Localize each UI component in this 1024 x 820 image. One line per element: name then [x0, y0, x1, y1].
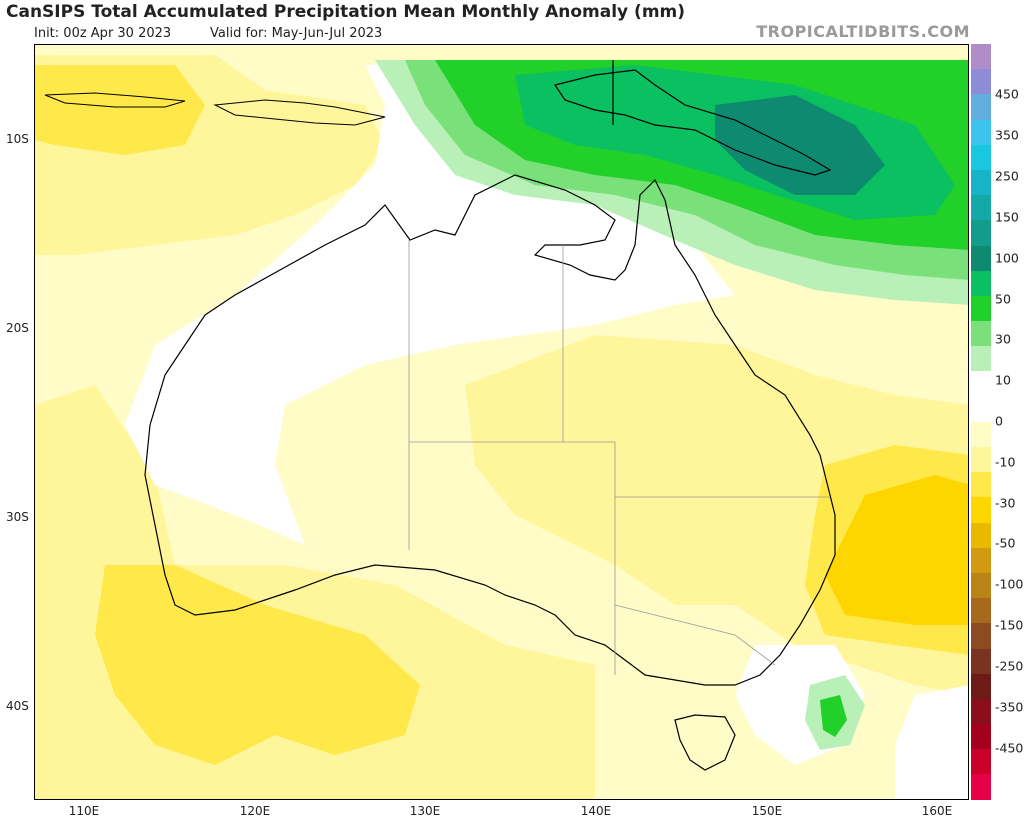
colorbar-tick-label: -30	[995, 495, 1016, 511]
colorbar-swatch	[971, 472, 991, 498]
colorbar-tick-label: -150	[995, 617, 1024, 633]
colorbar-swatch	[971, 421, 991, 447]
lat-label: 40S	[6, 699, 29, 713]
lon-label: 120E	[239, 804, 271, 818]
colorbar-swatch	[971, 169, 991, 196]
chart-title: CanSIPS Total Accumulated Precipitation …	[6, 2, 686, 22]
colorbar-tick-label: 150	[995, 209, 1019, 225]
colorbar-tick-label: 0	[995, 413, 1003, 429]
lat-label: 30S	[6, 510, 29, 524]
lesser-sunda-islands	[213, 99, 386, 126]
colorbar-swatch	[971, 245, 991, 271]
colorbar-swatch	[971, 497, 991, 523]
colorbar-swatch	[971, 648, 991, 674]
colorbar-swatch	[971, 295, 991, 322]
colorbar-swatch	[971, 270, 991, 296]
lat-label: 10S	[6, 132, 29, 146]
colorbar-swatch	[971, 749, 991, 775]
colorbar-swatch	[971, 220, 991, 246]
dry-region-indonesia	[35, 65, 205, 155]
colorbar-swatch	[971, 195, 991, 221]
colorbar-tick-label: -100	[995, 576, 1024, 592]
lon-label: 110E	[68, 804, 100, 818]
neutral-region-south-east	[895, 685, 968, 799]
lon-label: 160E	[921, 804, 953, 818]
colorbar-swatch	[971, 119, 991, 145]
colorbar-swatch	[971, 44, 991, 70]
colorbar-swatch	[971, 698, 991, 725]
colorbar-tick-label: 10	[995, 372, 1011, 388]
colorbar-tick-label: 350	[995, 127, 1019, 143]
colorbar-swatch	[971, 522, 991, 548]
site-brand[interactable]: TROPICALTIDBITS.COM	[756, 22, 970, 41]
colorbar-swatch	[971, 774, 991, 800]
colorbar-swatch	[971, 572, 991, 599]
colorbar-tick-label: 100	[995, 250, 1019, 266]
colorbar-swatch	[971, 547, 991, 573]
colorbar-swatch	[971, 94, 991, 120]
colorbar-swatch	[971, 673, 991, 699]
dry-region-tasman-core	[825, 475, 968, 625]
map-svg	[35, 45, 968, 799]
colorbar-swatch	[971, 144, 991, 170]
colorbar-swatch	[971, 623, 991, 649]
lon-label: 140E	[580, 804, 612, 818]
colorbar-tick-label: -350	[995, 699, 1024, 715]
colorbar-swatch	[971, 371, 991, 397]
colorbar-tick-label: 50	[995, 291, 1011, 307]
colorbar-swatch	[971, 69, 991, 95]
tasmania-coastline	[674, 714, 736, 771]
colorbar-tick-label: -250	[995, 658, 1024, 674]
init-time: Init: 00z Apr 30 2023	[34, 26, 172, 41]
new-guinea-coastline	[554, 69, 832, 176]
java-coastline	[44, 92, 186, 108]
colorbar-tick-label: 250	[995, 168, 1019, 184]
lat-label: 20S	[6, 321, 29, 335]
colorbar-tick-label: 450	[995, 86, 1019, 102]
colorbar-tick-label: -10	[995, 454, 1016, 470]
colorbar-swatch	[971, 321, 991, 347]
colorbar	[971, 44, 991, 800]
lon-label: 150E	[751, 804, 783, 818]
colorbar-tick-label: -450	[995, 740, 1024, 756]
colorbar-swatch	[971, 724, 991, 750]
colorbar-swatch	[971, 598, 991, 624]
nsw-vic-border	[614, 604, 776, 666]
colorbar-tick-label: 30	[995, 331, 1011, 347]
precipitation-anomaly-map	[34, 44, 969, 800]
colorbar-swatch	[971, 346, 991, 372]
colorbar-swatch	[971, 447, 991, 473]
lon-label: 130E	[409, 804, 441, 818]
colorbar-swatch	[971, 396, 991, 422]
wet-region-150	[715, 95, 885, 195]
colorbar-tick-label: -50	[995, 535, 1016, 551]
australia-coastline	[144, 174, 836, 686]
wet-spot-tasman-core	[820, 695, 847, 737]
dry-region-great-australian-bight	[95, 565, 420, 765]
valid-period: Valid for: May-Jun-Jul 2023	[210, 26, 383, 41]
